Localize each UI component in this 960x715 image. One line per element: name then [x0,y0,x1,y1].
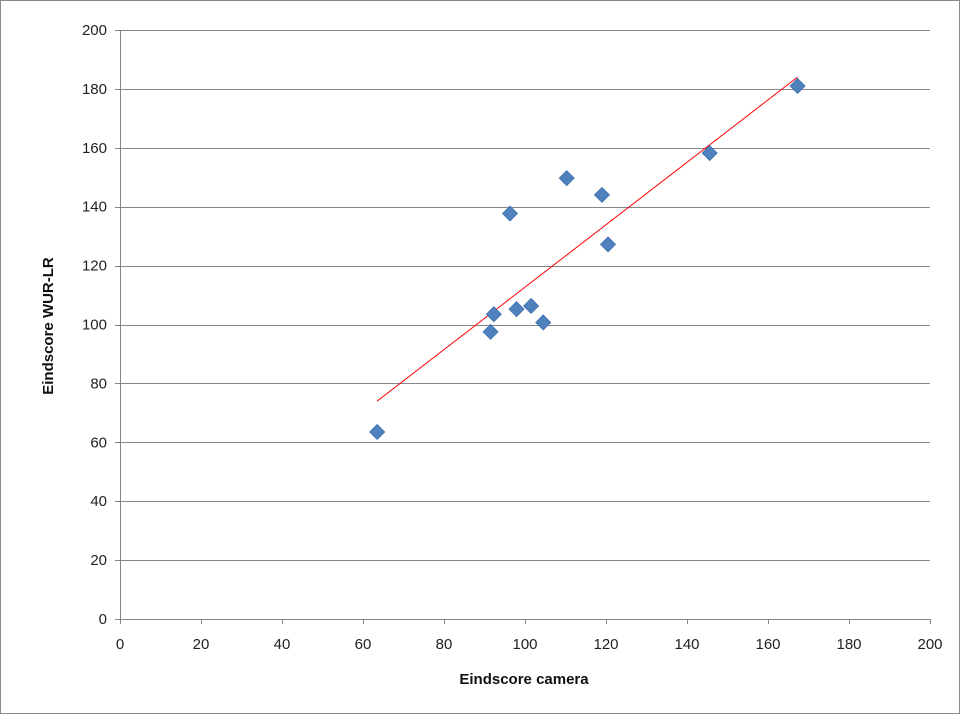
y-tick-label: 20 [90,552,107,569]
y-tick-label: 100 [82,317,107,334]
x-tick-label: 140 [674,636,699,653]
y-tick-label: 80 [90,375,107,392]
x-tick-label: 40 [274,636,291,653]
data-point [523,297,540,315]
x-tick-label: 120 [593,636,618,653]
data-point [369,423,386,441]
y-tick-label: 120 [82,258,107,275]
data-points [369,77,806,441]
x-tick-label: 180 [836,636,861,653]
x-tick-label: 20 [193,636,210,653]
trendline-layer [376,76,798,402]
x-tick-label: 200 [917,636,942,653]
data-point [701,145,718,162]
data-point [789,77,806,95]
y-axis-title: Eindscore WUR-LR [40,257,57,395]
data-point [508,301,525,318]
y-tick-label: 140 [82,199,107,216]
gridlines [120,30,930,561]
x-tick-label: 60 [355,636,372,653]
data-point [501,205,519,222]
y-tick-label: 60 [90,434,107,451]
trendline [376,76,798,402]
y-tick-label: 180 [82,81,107,98]
x-tick-label: 160 [755,636,780,653]
data-point [485,306,502,323]
data-point [558,170,575,187]
x-axis-title: Eindscore camera [459,671,589,688]
y-tick-label: 40 [90,493,107,510]
y-tick-label: 200 [82,22,107,39]
tick-labels: 0 20 40 60 80 100 120 140 160 180 200 0 20 40 60 80 100 1… [82,22,943,653]
x-tick-label: 0 [116,636,124,653]
y-tick-label: 160 [82,140,107,157]
y-tick-label: 0 [99,611,107,628]
data-point [535,314,552,331]
x-tick-label: 80 [436,636,453,653]
data-point [593,186,611,203]
data-point [482,323,499,340]
axes [115,30,931,624]
data-point [599,236,617,253]
x-tick-label: 100 [512,636,537,653]
